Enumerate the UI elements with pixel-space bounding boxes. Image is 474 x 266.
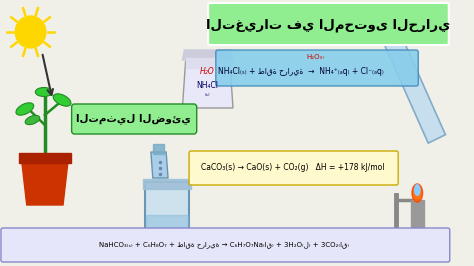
FancyBboxPatch shape bbox=[189, 151, 398, 185]
Text: ₍ₛ₎: ₍ₛ₎ bbox=[204, 93, 210, 98]
Text: CaCO₃(s) → CaO(s) + CO₂(g)   ΔH = +178 kJ/mol: CaCO₃(s) → CaO(s) + CO₂(g) ΔH = +178 kJ/… bbox=[201, 164, 385, 172]
Polygon shape bbox=[371, 238, 441, 248]
FancyBboxPatch shape bbox=[72, 104, 197, 134]
Ellipse shape bbox=[36, 88, 53, 97]
Text: NH₄Cl₍ₛ₎ + طاقة حرارية  →  NH₄⁺₍ₐq₎ + Cl⁻₍ₐq₎: NH₄Cl₍ₛ₎ + طاقة حرارية → NH₄⁺₍ₐq₎ + Cl⁻₍… bbox=[218, 68, 383, 77]
Text: NH₄Cl: NH₄Cl bbox=[196, 81, 218, 89]
Polygon shape bbox=[186, 58, 229, 68]
FancyBboxPatch shape bbox=[1, 228, 450, 262]
Text: التمثيل الضوئي: التمثيل الضوئي bbox=[76, 114, 191, 124]
Polygon shape bbox=[146, 215, 188, 254]
Ellipse shape bbox=[53, 94, 71, 106]
Circle shape bbox=[15, 16, 46, 48]
Polygon shape bbox=[143, 179, 191, 189]
Polygon shape bbox=[387, 245, 425, 260]
Polygon shape bbox=[376, 17, 446, 143]
Text: التغيرات في المحتوى الحراري: التغيرات في المحتوى الحراري bbox=[206, 18, 451, 32]
Ellipse shape bbox=[16, 103, 34, 115]
Text: NaHCO₃₍ₛ₎ + C₆H₈O₇ + طاقة حرارية → C₆H₇O₇Na₍اق₎ + 3H₂O₍ل₎ + 3CO₂₍اق₎: NaHCO₃₍ₛ₎ + C₆H₈O₇ + طاقة حرارية → C₆H₇O… bbox=[100, 242, 349, 248]
Polygon shape bbox=[410, 200, 424, 235]
Text: H₂O₍ₗ₎: H₂O₍ₗ₎ bbox=[306, 54, 324, 60]
Polygon shape bbox=[21, 155, 69, 205]
FancyBboxPatch shape bbox=[216, 50, 418, 86]
Text: H₂O: H₂O bbox=[200, 68, 215, 77]
Ellipse shape bbox=[414, 184, 420, 196]
Ellipse shape bbox=[25, 115, 40, 125]
Polygon shape bbox=[145, 182, 189, 255]
Polygon shape bbox=[19, 153, 71, 163]
Polygon shape bbox=[182, 50, 233, 60]
FancyBboxPatch shape bbox=[208, 3, 449, 45]
Polygon shape bbox=[182, 52, 233, 108]
Polygon shape bbox=[151, 152, 168, 178]
Polygon shape bbox=[146, 228, 188, 245]
Polygon shape bbox=[153, 144, 164, 154]
Ellipse shape bbox=[412, 184, 422, 202]
